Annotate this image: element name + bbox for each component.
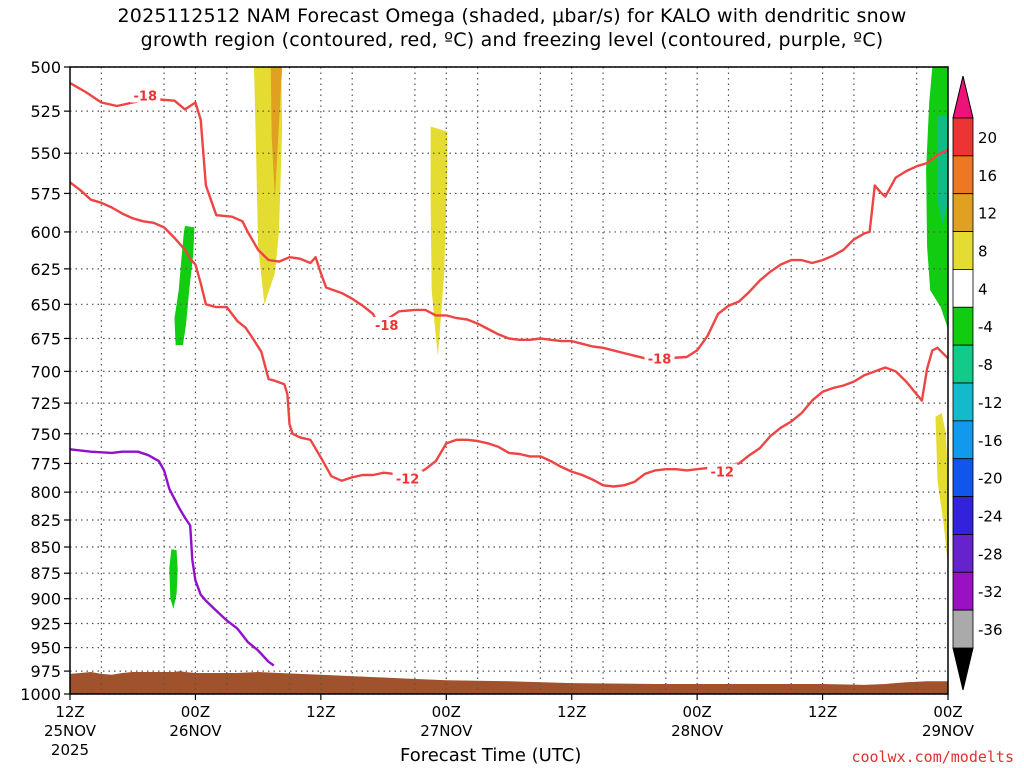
y-tick-label: 750	[30, 425, 61, 444]
colorbar-bin	[952, 420, 974, 460]
colorbar-bin	[952, 269, 974, 308]
x-tick-label: 12Z	[557, 703, 586, 721]
y-tick-label: 550	[30, 144, 61, 163]
x-tick-label: 12Z	[55, 703, 84, 721]
colorbar-bottom-arrow	[952, 647, 974, 691]
colorbar-label: 4	[978, 280, 988, 298]
y-tick-label: 700	[30, 362, 61, 381]
contour-label-bg	[392, 470, 423, 486]
omega-region-teal-29nov	[937, 116, 948, 225]
y-tick-label: 900	[30, 590, 61, 609]
x-tick-label: 00Z	[682, 703, 711, 721]
colorbar-label: -12	[978, 394, 1003, 412]
x-tick-label: 00Z	[432, 703, 461, 721]
colorbar-label: -32	[978, 583, 1003, 601]
x-tick-label: 26NOV	[169, 722, 222, 740]
contour-line-m12	[69, 181, 949, 488]
y-tick-label: 825	[30, 511, 61, 530]
contour-line-freezing	[69, 448, 275, 667]
colorbar-bin	[952, 193, 974, 232]
x-tick-label: 12Z	[808, 703, 837, 721]
plot-frame	[69, 66, 949, 695]
contour-label: -18	[375, 319, 399, 334]
x-tick-label: 00Z	[181, 703, 210, 721]
y-tick-label: 625	[30, 260, 61, 279]
y-tick-label: 1000	[20, 685, 61, 704]
contour-label: -18	[648, 352, 672, 367]
contour-label: -12	[396, 472, 420, 487]
surface-area	[70, 671, 948, 694]
colorbar-bin	[952, 571, 974, 611]
omega-shading	[169, 67, 948, 609]
colorbar-label: 8	[978, 243, 988, 261]
y-tick-label: 525	[30, 102, 61, 121]
gridlines	[70, 66, 948, 695]
omega-region-green-26nov	[174, 225, 195, 346]
colorbar-label: -20	[978, 470, 1003, 488]
colorbar-bin	[952, 231, 974, 270]
contour-label-bg	[644, 350, 675, 366]
omega-region-orange-upper	[270, 67, 283, 199]
y-tick-label: 725	[30, 394, 61, 413]
y-tick-label: 850	[30, 538, 61, 557]
contour-lines	[69, 82, 949, 667]
colorbar-top-arrow	[952, 75, 974, 119]
colorbar-label: -36	[978, 621, 1003, 639]
colorbar-label: -24	[978, 508, 1003, 526]
colorbar-label: -16	[978, 432, 1003, 450]
contour-labels: -18 -18 -18 -12 -12	[130, 87, 738, 487]
omega-region-yellow-27nov	[430, 126, 448, 356]
chart-title: 2025112512 NAM Forecast Omega (shaded, μ…	[117, 5, 907, 51]
x-axis-label: Forecast Time (UTC)	[400, 745, 582, 766]
contour-label-bg	[707, 463, 738, 479]
colorbar-label: -28	[978, 545, 1003, 563]
y-tick-label: 650	[30, 295, 61, 314]
y-tick-label: 500	[30, 58, 61, 77]
colorbar-bin	[952, 117, 974, 157]
x-tick-label: 27NOV	[420, 722, 473, 740]
y-tick-label: 975	[30, 662, 61, 681]
colorbar-bin	[952, 534, 974, 573]
colorbar-bin	[952, 496, 974, 535]
colorbar-bin	[952, 344, 974, 384]
omega-region-green-low	[169, 549, 178, 609]
contour-label-bg	[130, 87, 161, 103]
colorbar-label: -8	[978, 356, 993, 374]
colorbar-bin	[952, 458, 974, 497]
x-tick-label: 28NOV	[671, 722, 724, 740]
y-tick-label: 925	[30, 614, 61, 633]
colorbar-bin	[952, 382, 974, 422]
colorbar-bin	[952, 609, 974, 649]
contour-label-bg	[371, 316, 402, 332]
omega-region-yellow-29nov-low	[935, 413, 948, 566]
x-tick-label: 29NOV	[922, 722, 975, 740]
x-tick-label: 2025	[51, 741, 89, 759]
colorbar-label: 12	[978, 205, 997, 223]
y-tick-label: 775	[30, 454, 61, 473]
y-tick-label: 800	[30, 483, 61, 502]
contour-line-m18	[69, 82, 949, 360]
x-tick-label: 25NOV	[44, 722, 97, 740]
colorbar-bin	[952, 306, 974, 346]
y-tick-label: 675	[30, 329, 61, 348]
colorbar-bin	[952, 155, 974, 195]
contour-label: -12	[710, 466, 734, 481]
y-tick-label: 950	[30, 639, 61, 658]
x-tick-label: 00Z	[933, 703, 962, 721]
colorbar: 20 16 12 8 4 -4 -8 -12 -16 -20 -24 -28 -32 -36	[952, 75, 1003, 691]
y-tick-label: 575	[30, 184, 61, 203]
x-tick-label: 12Z	[306, 703, 335, 721]
y-tick-label: 600	[30, 223, 61, 242]
colorbar-label: 16	[978, 167, 997, 185]
y-axis-ticks: 500 525 550 575 600 625 650 675 700 725 750 775 800 8…	[20, 58, 70, 704]
source-credit: coolwx.com/modelts	[851, 748, 1014, 766]
contour-label: -18	[134, 89, 158, 104]
surface-terrain	[70, 671, 948, 694]
y-tick-label: 875	[30, 564, 61, 583]
colorbar-label: 20	[978, 129, 997, 147]
colorbar-label: -4	[978, 318, 993, 336]
